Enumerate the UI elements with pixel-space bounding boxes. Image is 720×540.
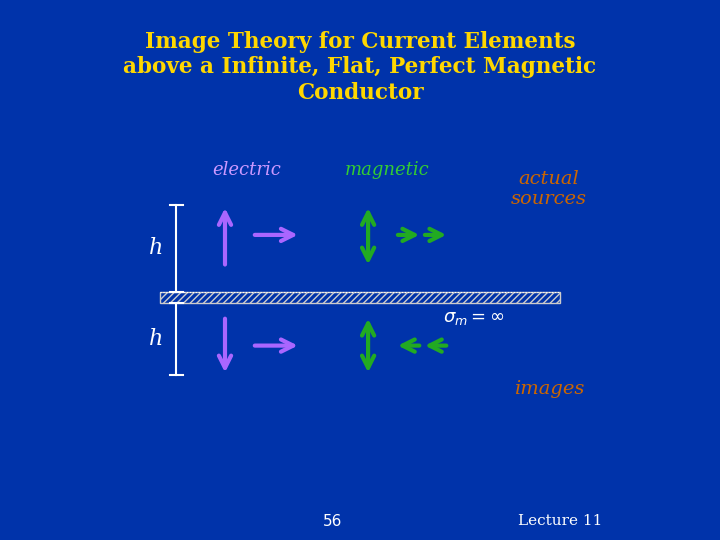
Text: 56: 56 [323,514,343,529]
Text: magnetic: magnetic [345,161,429,179]
Text: $\sigma_m = \infty$: $\sigma_m = \infty$ [443,308,504,327]
Text: h: h [149,328,163,350]
Text: images: images [514,380,584,398]
Text: h: h [149,238,163,259]
Text: Lecture 11: Lecture 11 [518,514,602,528]
Text: Image Theory for Current Elements
above a Infinite, Flat, Perfect Magnetic
Condu: Image Theory for Current Elements above … [123,31,597,104]
Text: electric: electric [212,161,281,179]
Bar [160,292,560,303]
Text: actual
sources: actual sources [511,170,587,208]
